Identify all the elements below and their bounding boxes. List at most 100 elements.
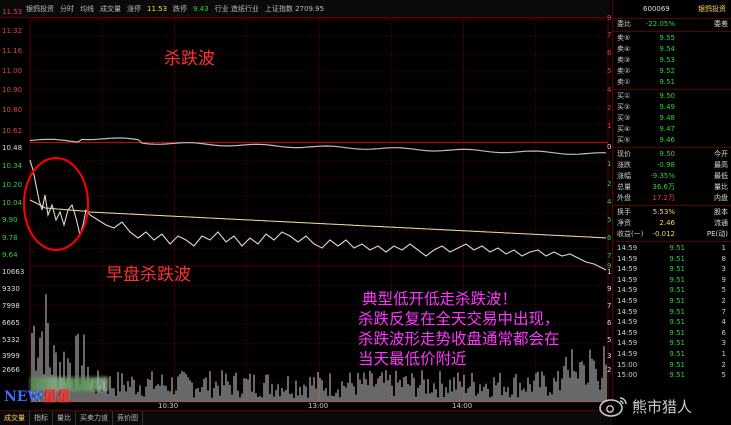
time-tick-label: 10:30 [158, 402, 179, 410]
brand-text: 熊市猎人 [632, 397, 693, 416]
price-tick-label: 9.78 [2, 234, 18, 242]
tick-t: 14:59 [617, 328, 638, 337]
indicator-tab[interactable]: 竞价图 [113, 411, 143, 425]
tick-row[interactable]: 14:59 9.51 5 [613, 285, 731, 296]
header-item: 成交量 [100, 4, 121, 13]
tick-v: 9 [721, 275, 726, 284]
quote-row-label: 收益(一) [617, 230, 644, 238]
quote-row-label: 换手 [617, 208, 631, 216]
tick-p: 9.51 [669, 318, 685, 327]
tick-t: 14:59 [617, 307, 638, 316]
tick-row[interactable]: 14:59 9.51 7 [613, 307, 731, 318]
quote-row-extra [675, 33, 731, 44]
tick-p: 9.51 [669, 254, 685, 263]
price-tick-label: 9.64 [2, 251, 18, 259]
tick-row[interactable]: 14:59 9.51 3 [613, 338, 731, 349]
quote-row-value: 9.50 [659, 150, 675, 158]
quote-row-extra: 今开 [714, 150, 728, 158]
quote-panel: 600069 银鸽投资 委比 -22.05% 委差 卖⑤ 9.55 卖④ 9.54 卖③… [612, 0, 731, 402]
quote-row-extra: 最高 [714, 161, 728, 169]
quote-row-value: 9.46 [659, 136, 675, 144]
price-tick-label: 11.00 [2, 67, 23, 75]
quote-row-value: 9.52 [659, 67, 675, 75]
tick-t: 14:59 [617, 244, 638, 252]
tick-p: 9.51 [669, 265, 685, 274]
intraday-chart[interactable] [0, 0, 612, 410]
tick-p: 9.51 [669, 328, 685, 337]
quote-row-value: 9.54 [659, 45, 675, 53]
tick-row[interactable]: 14:59 9.51 1 [613, 349, 731, 360]
early-drop-circle [23, 157, 89, 251]
price-line [29, 159, 607, 271]
quote-row: 买④ 9.47 [613, 124, 731, 135]
price-tick-label: 10.62 [2, 127, 23, 135]
tick-row[interactable]: 14:59 9.51 3 [613, 264, 731, 275]
time-tick-label: 13:00 [308, 402, 329, 410]
quote-row-label: 买⑤ [617, 136, 631, 144]
quote-row-extra [675, 102, 731, 113]
tick-row[interactable]: 14:59 9.51 1 [613, 243, 731, 254]
tick-row[interactable]: 15:00 9.51 5 [613, 370, 731, 381]
price-tick-label: 10.90 [2, 86, 23, 94]
time-tick-label: 14:00 [452, 402, 473, 410]
new-prefix: NEW [4, 389, 44, 405]
quote-row-value: 9.53 [659, 56, 675, 64]
order-diff-label: 委差 [714, 20, 728, 28]
quote-row-value: 9.55 [659, 34, 675, 42]
indicator-tab[interactable]: 量比 [53, 411, 76, 425]
quote-row: 卖① 9.51 [613, 77, 731, 88]
header-item: 上证指数 2709.95 [264, 4, 325, 13]
volume-tick-label: 2666 [2, 366, 20, 374]
price-tick-label: 10.34 [2, 162, 23, 170]
quote-row-value: 9.49 [659, 103, 675, 111]
indicator-tab[interactable]: 成交量 [0, 411, 30, 425]
quote-row: 换手 5.53% 股本 [613, 207, 731, 218]
quote-row: 买① 9.50 [613, 91, 731, 102]
tick-list[interactable]: 14:59 9.51 1 14:59 9.51 8 14:59 9.51 3 14:59 9.51 9… [613, 243, 731, 381]
tick-row[interactable]: 14:59 9.51 2 [613, 296, 731, 307]
indicator-tab[interactable]: 买卖力道 [76, 411, 113, 425]
volume-tick-label: 9330 [2, 285, 20, 293]
quote-row-extra: 量比 [714, 183, 728, 191]
quote-row-label: 卖② [617, 67, 631, 75]
price-tick-label: 11.32 [2, 27, 23, 35]
quote-row: 卖② 9.52 [613, 66, 731, 77]
tick-p: 9.51 [669, 371, 685, 380]
tick-t: 14:59 [617, 254, 638, 263]
index-overlay-line [29, 137, 607, 155]
stock-name: 银鸽投资 [698, 5, 726, 13]
tick-row[interactable]: 14:59 9.51 4 [613, 317, 731, 328]
quote-row-extra [675, 91, 731, 102]
tick-p: 9.51 [669, 360, 685, 369]
tick-row[interactable]: 14:59 9.51 6 [613, 328, 731, 339]
tick-p: 9.51 [669, 339, 685, 348]
tick-p: 9.51 [669, 307, 685, 316]
tick-row[interactable]: 15:00 9.51 2 [613, 360, 731, 371]
volume-tick-label: 6665 [2, 319, 20, 327]
indicator-tab[interactable]: 指标 [30, 411, 53, 425]
header-item: 银鸽投资 [26, 4, 54, 13]
annotation-line: 杀跌反复在全天交易中出现， [358, 310, 560, 328]
tick-t: 15:00 [617, 360, 638, 369]
weibo-icon [599, 397, 627, 417]
price-tick-label: 10.20 [2, 181, 23, 189]
volume-tick-label: 10663 [2, 268, 25, 276]
tick-row[interactable]: 14:59 9.51 9 [613, 275, 731, 286]
annotation-line: 杀跌波形走势收盘通常都会在 [358, 330, 560, 348]
quote-row-extra [675, 66, 731, 77]
quote-row-value: 36.6万 [652, 183, 675, 191]
chart-header-bar: 银鸽投资 分时 均线 成交量 涨停 11.53 跌停 9.43 行业 造纸行业 上证指数 2709… [0, 0, 610, 18]
quote-row-extra [675, 77, 731, 88]
tick-v: 6 [721, 328, 726, 337]
quote-row-label: 卖④ [617, 45, 631, 53]
tick-row[interactable]: 14:59 9.51 8 [613, 254, 731, 265]
tick-v: 1 [721, 244, 726, 252]
quote-row-extra [675, 55, 731, 66]
ask-list: 卖⑤ 9.55 卖④ 9.54 卖③ 9.53 卖② 9.52 卖① 9.51 [613, 33, 731, 88]
quote-stats-2: 换手 5.53% 股本 净资 2.46 流通 收益(一) -0.012 PE(动) [613, 207, 731, 240]
quote-row-extra: 内盘 [714, 194, 728, 202]
price-tick-label: 11.53 [2, 8, 23, 16]
quote-row: 现价 9.50 今开 [613, 149, 731, 160]
quote-row: 卖⑤ 9.55 [613, 33, 731, 44]
